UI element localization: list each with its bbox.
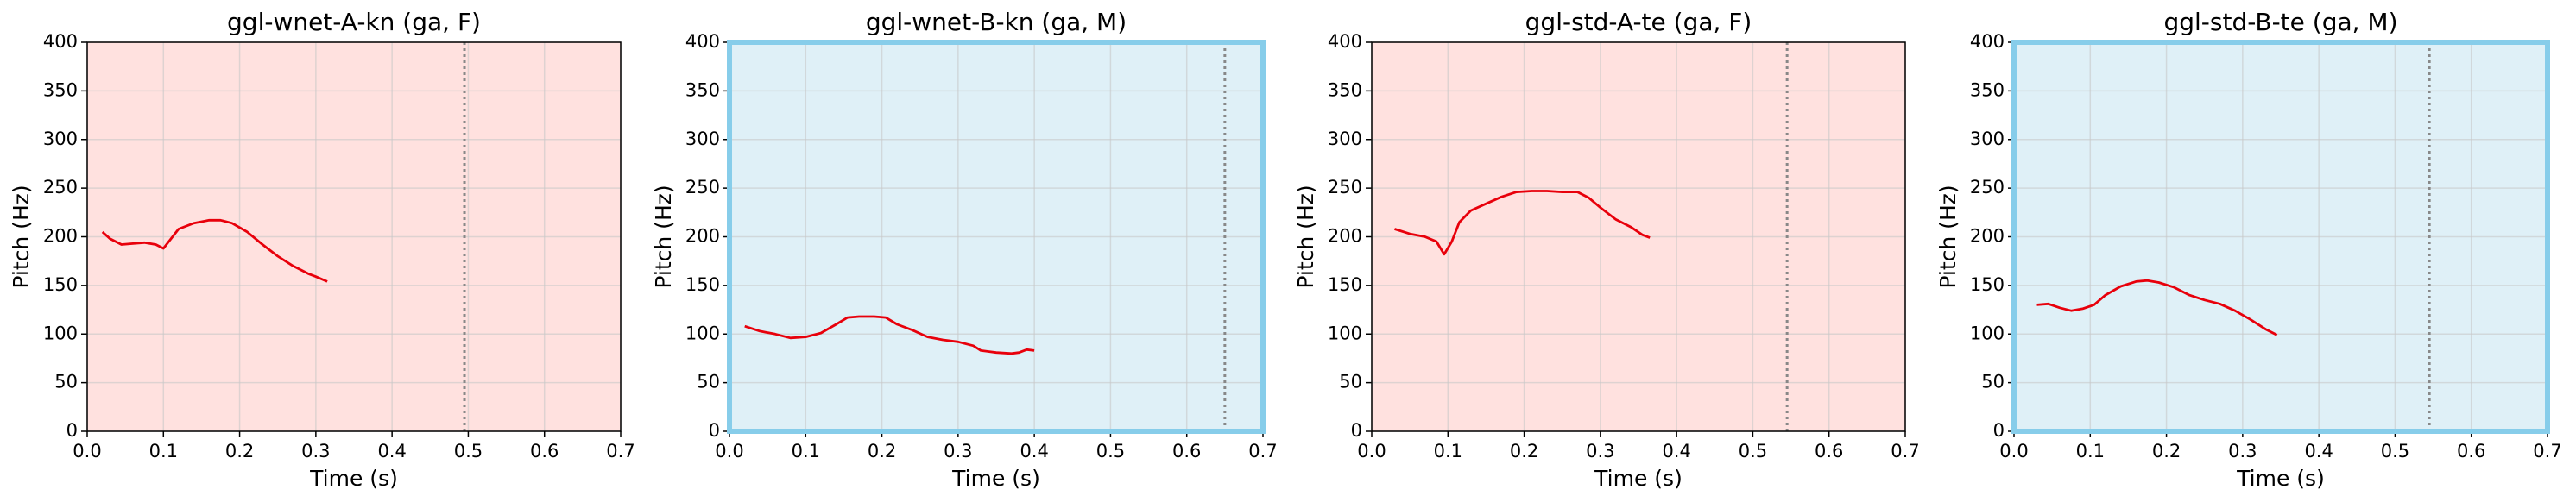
y-tick-label: 400: [1970, 31, 2005, 52]
x-tick-label: 0.2: [1510, 441, 1538, 461]
x-tick-label: 0.2: [868, 441, 896, 461]
x-tick-label: 0.1: [792, 441, 820, 461]
x-axis-label: Time (s): [309, 466, 398, 491]
x-tick-label: 0.7: [1891, 441, 1919, 461]
data-line: [2036, 279, 2278, 336]
x-tick-label: 0.5: [1096, 441, 1125, 461]
y-tick-label: 0: [66, 420, 78, 441]
x-tick-label: 0.1: [149, 441, 178, 461]
x-tick-label: 0.7: [1248, 441, 1277, 461]
x-tick-label: 0.3: [1586, 441, 1614, 461]
y-tick-label: 150: [685, 274, 720, 295]
y-tick-label: 300: [685, 129, 720, 149]
x-axis-label: Time (s): [1594, 466, 1683, 491]
y-tick-label: 50: [1339, 372, 1362, 392]
data-line: [101, 218, 328, 283]
y-tick-label: 200: [1970, 226, 2005, 247]
y-tick-label: 350: [1328, 79, 1362, 100]
x-tick-label: 0.3: [944, 441, 972, 461]
y-tick-label: 200: [43, 226, 78, 247]
x-tick-label: 0.0: [73, 441, 101, 461]
x-tick-label: 0.5: [454, 441, 483, 461]
y-tick-label: 300: [1328, 129, 1362, 149]
chart-title: ggl-wnet-A-kn (ga, F): [227, 8, 481, 36]
panel: 0 50 100 150 200 250 300 350 400 0.0 0.1 0.2 0.3 0.4 0…: [1935, 8, 2562, 491]
x-tick-label: 0.0: [1999, 441, 2028, 461]
y-tick-label: 250: [43, 177, 78, 198]
y-tick-label: 50: [1981, 372, 2005, 392]
y-tick-label: 250: [1970, 177, 2005, 198]
x-tick-label: 0.6: [530, 441, 559, 461]
chart-title: ggl-std-B-te (ga, M): [2163, 8, 2397, 36]
y-axis-label: Pitch (Hz): [1293, 185, 1318, 288]
axes-frame: [1371, 41, 1906, 432]
x-tick-label: 0.5: [2381, 441, 2409, 461]
chart-title: ggl-wnet-B-kn (ga, M): [866, 8, 1127, 36]
x-tick-label: 0.0: [1357, 441, 1386, 461]
x-tick-label: 0.7: [2533, 441, 2561, 461]
x-tick-label: 0.2: [2152, 441, 2181, 461]
x-tick-label: 0.6: [1172, 441, 1201, 461]
x-axis-label: Time (s): [2236, 466, 2325, 491]
y-axis-label: Pitch (Hz): [1935, 185, 1960, 288]
y-axis-label: Pitch (Hz): [9, 185, 34, 288]
panel-border: [2011, 40, 2550, 434]
x-tick-label: 0.4: [1662, 441, 1690, 461]
y-axis-label: Pitch (Hz): [651, 185, 676, 288]
x-axis-label: Time (s): [951, 466, 1040, 491]
x-tick-label: 0.1: [1434, 441, 1462, 461]
y-tick-label: 350: [43, 79, 78, 100]
x-tick-label: 0.6: [2457, 441, 2485, 461]
x-tick-label: 0.5: [1739, 441, 1767, 461]
x-tick-label: 0.2: [225, 441, 254, 461]
y-tick-label: 300: [43, 129, 78, 149]
y-tick-label: 100: [1970, 323, 2005, 343]
x-tick-label: 0.1: [2076, 441, 2105, 461]
x-tick-label: 0.3: [301, 441, 330, 461]
chart-title: ggl-std-A-te (ga, F): [1525, 8, 1752, 36]
y-tick-label: 100: [1328, 323, 1362, 343]
x-tick-label: 0.0: [715, 441, 743, 461]
x-tick-label: 0.4: [2304, 441, 2333, 461]
y-tick-label: 150: [1328, 274, 1362, 295]
x-tick-label: 0.7: [606, 441, 635, 461]
y-tick-label: 400: [1328, 31, 1362, 52]
x-tick-label: 0.4: [1020, 441, 1048, 461]
y-tick-label: 0: [709, 420, 720, 441]
data-line: [1394, 190, 1651, 256]
axes-frame: [86, 41, 622, 432]
x-tick-label: 0.6: [1815, 441, 1843, 461]
y-tick-label: 250: [685, 177, 720, 198]
y-tick-label: 100: [685, 323, 720, 343]
y-tick-label: 150: [43, 274, 78, 295]
y-tick-label: 400: [43, 31, 78, 52]
x-tick-label: 0.3: [2228, 441, 2257, 461]
y-tick-label: 300: [1970, 129, 2005, 149]
y-tick-label: 0: [1351, 420, 1362, 441]
panel: 0 50 100 150 200 250 300 350 400 0.0 0.1 0.2 0.3 0.4 0…: [651, 8, 1278, 491]
y-tick-label: 200: [1328, 226, 1362, 247]
panel: 0 50 100 150 200 250 300 350 400 0.0 0.1 0.2 0.3 0.4 0…: [9, 8, 635, 491]
y-tick-label: 200: [685, 226, 720, 247]
y-tick-label: 0: [1993, 420, 2005, 441]
y-tick-label: 250: [1328, 177, 1362, 198]
y-tick-label: 150: [1970, 274, 2005, 295]
panel-border: [727, 40, 1266, 434]
y-tick-label: 400: [685, 31, 720, 52]
y-tick-label: 50: [54, 372, 78, 392]
panel: 0 50 100 150 200 250 300 350 400 0.0 0.1 0.2 0.3 0.4 0…: [1293, 8, 1920, 491]
y-tick-label: 50: [697, 372, 720, 392]
x-tick-label: 0.4: [377, 441, 406, 461]
y-tick-label: 350: [1970, 79, 2005, 100]
data-line: [744, 315, 1035, 355]
y-tick-label: 100: [43, 323, 78, 343]
y-tick-label: 350: [685, 79, 720, 100]
